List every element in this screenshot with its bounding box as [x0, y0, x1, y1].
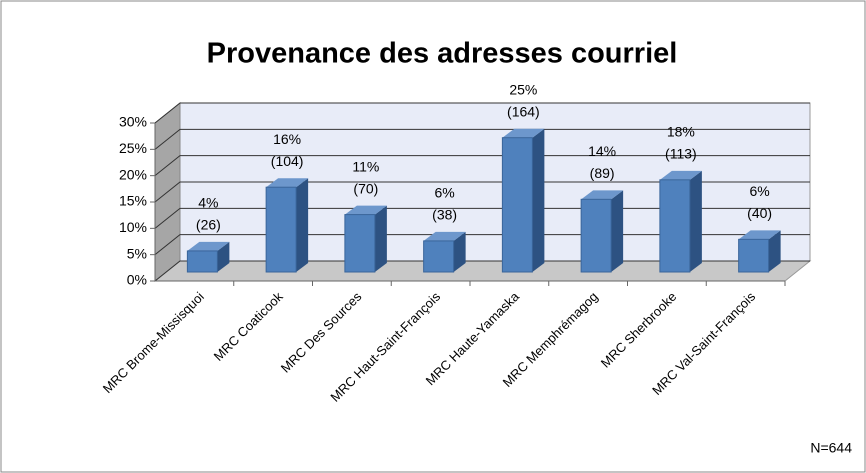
grid-line: [154, 128, 810, 150]
value-label: 16%: [273, 131, 301, 147]
bar-top: [344, 205, 387, 215]
y-tick-label: 25%: [119, 140, 147, 156]
count-label: (164): [507, 103, 540, 119]
grid-line: [154, 155, 810, 177]
bar-side: [374, 205, 387, 272]
bar: [265, 186, 297, 273]
y-tick-label: 10%: [119, 219, 147, 235]
bar-top: [187, 241, 230, 251]
bar-side: [532, 128, 545, 272]
floor: [153, 260, 812, 282]
bar-top: [659, 170, 702, 180]
bar-top: [423, 231, 466, 241]
bar: [738, 238, 770, 273]
value-label: 6%: [750, 183, 770, 199]
y-tick-label: 20%: [119, 166, 147, 182]
bar: [423, 240, 455, 273]
count-label: (104): [271, 153, 304, 169]
grid-line: [154, 102, 810, 124]
y-tick-label: 15%: [119, 193, 147, 209]
y-tick-label: 5%: [127, 245, 147, 261]
count-label: (38): [432, 207, 457, 223]
count-label: (40): [747, 205, 772, 221]
bar: [580, 198, 612, 273]
y-tick-label: 0%: [127, 272, 147, 288]
bar-side: [611, 190, 624, 272]
value-label: 18%: [667, 124, 695, 140]
bar-top: [581, 190, 624, 200]
bar-side: [689, 170, 702, 272]
grid-line: [154, 181, 810, 203]
value-label: 11%: [352, 158, 379, 174]
bar-top: [738, 230, 781, 240]
bar-side: [453, 231, 466, 272]
bar: [186, 250, 218, 273]
bar: [501, 137, 533, 273]
bar-side: [296, 178, 309, 272]
count-label: (26): [196, 217, 221, 233]
bar-side: [768, 230, 781, 272]
y-tick-label: 30%: [119, 114, 147, 130]
count-label: (70): [353, 180, 378, 196]
count-label: (113): [665, 146, 697, 162]
bar-top: [266, 178, 309, 188]
count-label: (89): [590, 165, 615, 181]
bar-side: [217, 241, 230, 272]
note: N=644: [810, 440, 852, 456]
value-label: 25%: [509, 81, 537, 97]
chart-title: Provenance des adresses courriel: [207, 38, 678, 70]
value-label: 4%: [198, 195, 218, 211]
bar: [659, 179, 691, 273]
value-label: 6%: [435, 185, 455, 201]
value-label: 14%: [588, 143, 616, 159]
bar-top: [502, 128, 545, 138]
bar: [344, 214, 376, 273]
